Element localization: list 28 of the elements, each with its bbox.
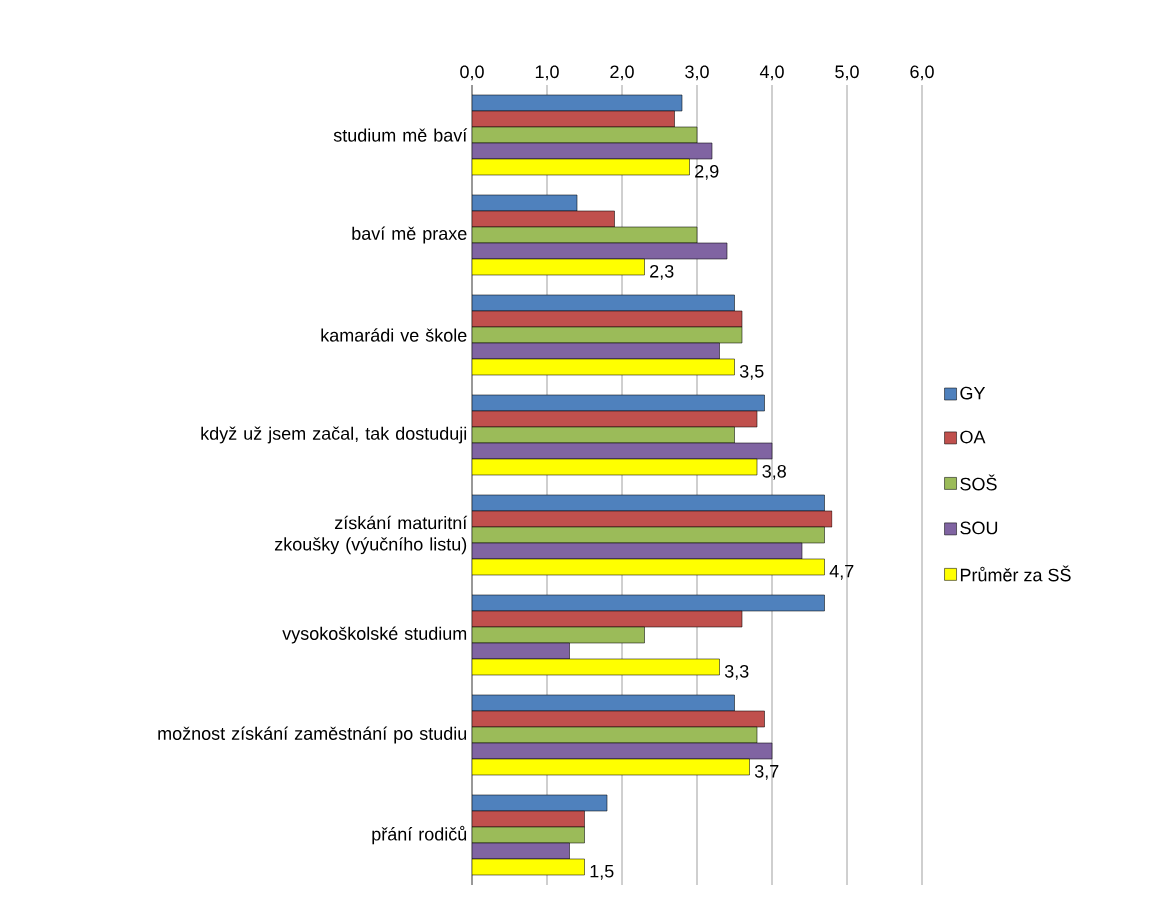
data-label: 2,9 (695, 164, 719, 180)
data-label: 2,3 (650, 264, 674, 280)
y-tick-label: studium mě baví (333, 128, 468, 142)
y-tick-label: získání maturitní zkoušky (výučního listu) (274, 515, 468, 555)
data-label: 3,5 (739, 364, 764, 380)
legend-label: SOU (960, 521, 998, 535)
y-tick-label: možnost získání zaměstnání po studiu (158, 726, 467, 744)
x-tick-label: 4,0 (759, 65, 784, 81)
legend-label: SOŠ (960, 474, 997, 491)
x-tick-label: 6,0 (910, 65, 934, 81)
data-label: 4,7 (829, 564, 854, 580)
y-tick-label: když už jsem začal, tak dostuduji (201, 426, 467, 444)
legend-label: OA (960, 430, 986, 444)
x-tick-label: 5,0 (835, 65, 859, 81)
y-tick-label: baví mě praxe (352, 226, 467, 244)
y-tick-label: přání rodičů (372, 825, 467, 845)
x-tick-label: 2,0 (610, 65, 634, 81)
y-tick-label: vysokoškolské studium (282, 626, 467, 644)
data-label: 3,7 (754, 764, 779, 780)
legend-label: GY (960, 386, 986, 400)
data-label: 3,8 (762, 464, 786, 480)
x-tick-label: 1,0 (535, 65, 559, 81)
data-label: 3,3 (724, 664, 749, 680)
x-tick-label: 0,0 (460, 65, 484, 81)
legend-label: Průměr za SŠ (960, 565, 1071, 582)
x-tick-label: 3,0 (685, 65, 709, 81)
data-label: 1,5 (590, 864, 614, 880)
y-tick-label: kamarádi ve škole (321, 328, 467, 342)
